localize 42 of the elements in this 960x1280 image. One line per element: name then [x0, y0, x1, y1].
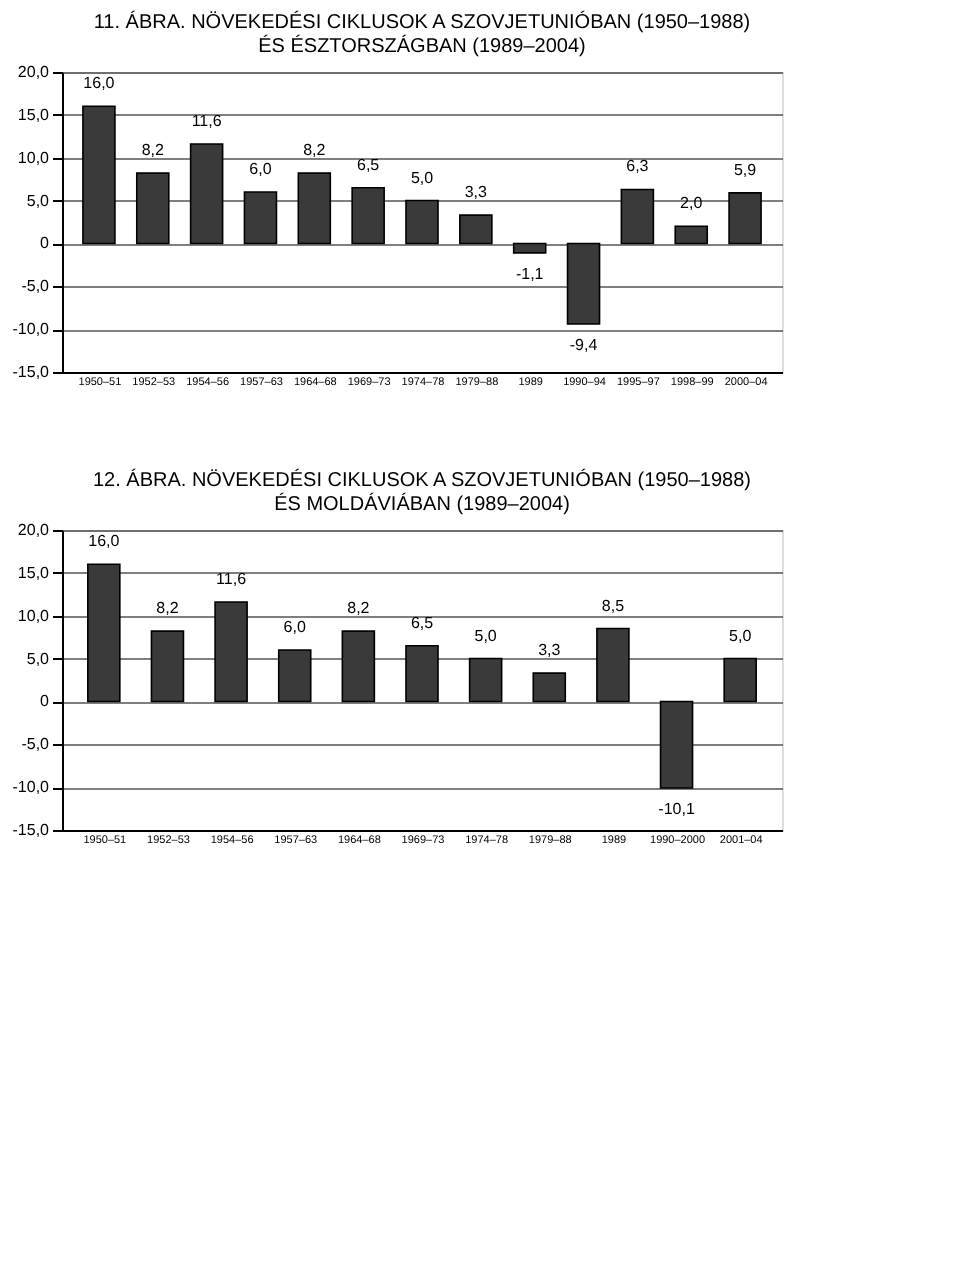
y-tick-label: 10,0 [17, 148, 51, 167]
data-label: 3,3 [538, 641, 562, 660]
y-tick-label: -10,0 [12, 320, 51, 339]
data-label: -1,1 [515, 264, 545, 283]
data-label: 16,0 [88, 532, 121, 551]
data-label: 5,0 [410, 168, 435, 187]
chart-title: 11. ÁBRA. NÖVEKEDÉSI CIKLUSOK A SZOVJETUNIÓBAN (1950–1988) ÉS ÉSZTORSZÁGBAN (1989–2004) [93, 10, 751, 58]
data-label: 6,0 [283, 618, 307, 636]
y-tick-label: 15,0 [17, 563, 51, 582]
y-tick-label: -5,0 [21, 735, 51, 754]
y-tick-label: 20,0 [17, 63, 51, 81]
data-label: 11,6 [191, 112, 223, 130]
data-label: 5,9 [733, 160, 758, 179]
data-label: 5,0 [729, 626, 753, 645]
chart-title: 12. ÁBRA. NÖVEKEDÉSI CIKLUSOK A SZOVJETUNIÓBAN (1950–1988) ÉS MOLDÁVIÁBAN (1989–2004) [92, 468, 752, 516]
y-tick-label: 0 [40, 234, 51, 253]
data-label: -10,1 [658, 800, 696, 818]
y-tick-label: 20,0 [17, 521, 51, 539]
y-tick-label: 15,0 [17, 105, 51, 124]
data-label: -9,4 [569, 336, 599, 354]
y-tick-label: 5,0 [26, 649, 51, 668]
data-label: 8,2 [303, 141, 327, 160]
data-label: 11,6 [216, 570, 248, 588]
data-label: 8,2 [141, 141, 165, 160]
y-tick-label: 10,0 [17, 606, 51, 625]
data-label: 3,3 [464, 183, 489, 202]
data-label: 2,0 [680, 194, 704, 213]
data-label: 6,5 [357, 155, 381, 174]
y-tick-label: -15,0 [12, 363, 51, 381]
data-label: 16,0 [83, 74, 116, 93]
data-label: 8,2 [347, 599, 371, 618]
y-tick-label: 0 [40, 692, 51, 711]
data-label: 6,0 [249, 160, 273, 178]
data-label: 6,5 [410, 613, 435, 632]
y-tick-label: -15,0 [12, 821, 51, 839]
y-tick-label: -10,0 [12, 778, 51, 797]
y-tick-label: 5,0 [26, 191, 51, 210]
data-label: 6,3 [626, 157, 650, 176]
data-label: 8,2 [156, 599, 180, 618]
data-label: 8,5 [601, 596, 626, 615]
y-tick-label: -5,0 [21, 277, 51, 296]
data-label: 5,0 [474, 626, 498, 645]
